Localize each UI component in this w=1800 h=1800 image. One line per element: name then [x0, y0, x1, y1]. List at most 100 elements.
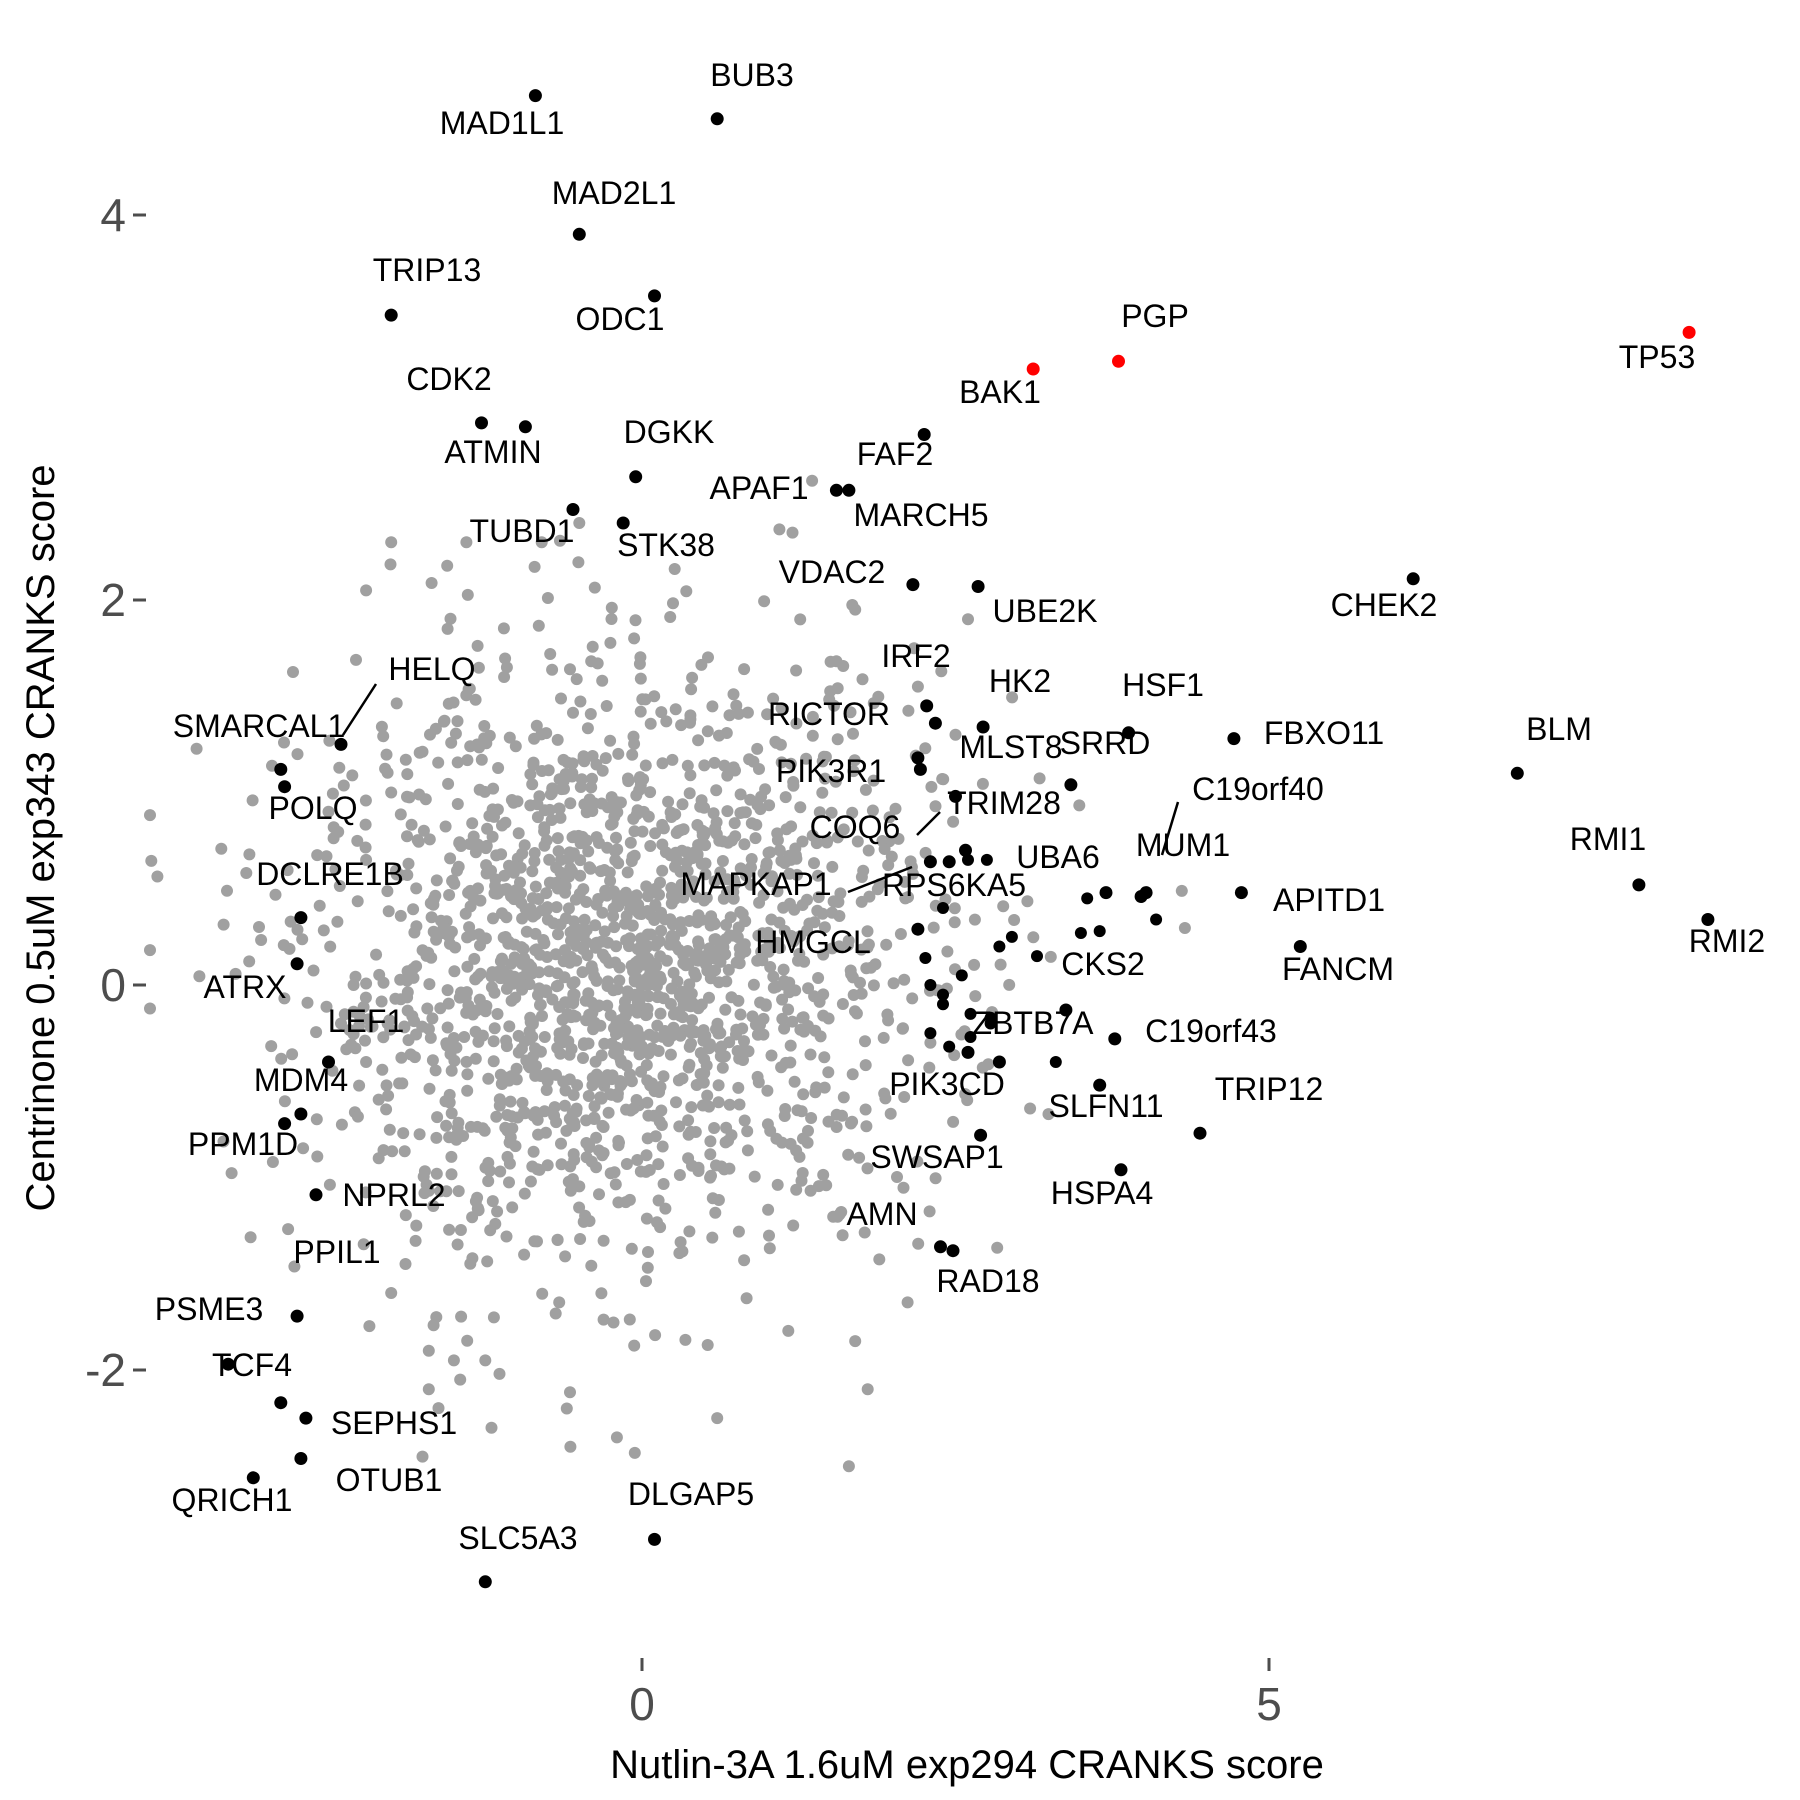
background-point [790, 717, 803, 730]
background-point [877, 1031, 890, 1044]
background-point [518, 1248, 531, 1261]
background-point [656, 757, 669, 770]
background-point [771, 1178, 784, 1191]
background-point [585, 960, 598, 973]
background-point [891, 1171, 903, 1183]
background-point [420, 949, 433, 962]
background-point [545, 814, 558, 826]
background-point [658, 913, 671, 926]
background-point [692, 935, 705, 948]
background-point [505, 1110, 518, 1123]
background-point [709, 822, 722, 835]
background-point [757, 867, 770, 880]
background-point [432, 1402, 445, 1415]
leader-line-mapkap1 [847, 865, 913, 894]
background-point [651, 1216, 663, 1229]
background-point [416, 1020, 429, 1033]
background-point [445, 925, 458, 938]
background-point [486, 1195, 499, 1208]
background-point [552, 845, 565, 858]
background-point [451, 756, 464, 769]
background-points-layer [144, 474, 1191, 1473]
background-point [518, 952, 531, 965]
background-point [551, 882, 564, 895]
background-point [576, 966, 589, 979]
background-point [275, 1052, 288, 1065]
background-point [520, 1054, 533, 1067]
background-point [217, 918, 230, 931]
background-point [598, 925, 611, 938]
background-point [593, 1188, 605, 1201]
background-point [827, 1210, 840, 1223]
background-point [898, 973, 911, 986]
background-point [536, 1287, 549, 1300]
background-point [278, 992, 291, 1005]
background-point [749, 832, 762, 845]
background-point [402, 1034, 415, 1047]
background-point [901, 1296, 914, 1309]
background-point [639, 759, 652, 772]
background-point [410, 920, 423, 933]
background-point [684, 716, 696, 729]
background-point [655, 924, 668, 937]
background-point [833, 910, 846, 922]
background-point [936, 773, 949, 785]
background-point [604, 734, 617, 747]
background-point [542, 764, 555, 777]
background-point [595, 797, 608, 810]
background-point [515, 941, 528, 954]
background-point [611, 983, 624, 996]
background-point [685, 987, 698, 1000]
background-point [871, 883, 884, 896]
background-point [635, 932, 647, 945]
background-point [704, 1148, 717, 1161]
background-point [779, 791, 792, 804]
point-c19orf43 [1108, 1032, 1122, 1046]
label-odc1: ODC1 [576, 301, 665, 337]
background-point [821, 834, 834, 847]
background-point [717, 892, 730, 905]
background-point [585, 1155, 598, 1168]
background-point [421, 1002, 434, 1015]
point-mad1l1 [528, 89, 542, 103]
background-point [604, 636, 617, 649]
background-point [664, 611, 677, 623]
background-point [755, 790, 768, 803]
background-point [780, 823, 793, 836]
background-point [872, 690, 885, 703]
background-point [559, 944, 571, 957]
background-point [887, 977, 900, 990]
background-point [443, 1223, 456, 1236]
background-point [849, 1005, 861, 1018]
point-nprl2 [309, 1188, 323, 1202]
background-point [574, 1233, 587, 1245]
background-point [430, 874, 443, 887]
background-point [837, 1091, 850, 1104]
background-point [538, 821, 551, 834]
background-point [346, 769, 359, 782]
background-point [636, 693, 649, 706]
background-point [860, 962, 873, 975]
background-point [624, 836, 637, 849]
background-point [908, 642, 921, 655]
background-point [333, 761, 346, 774]
background-point [550, 901, 563, 914]
background-point [461, 1084, 474, 1097]
background-point [595, 1049, 608, 1062]
background-point [765, 935, 778, 948]
background-point [550, 980, 563, 993]
background-point [525, 967, 538, 980]
highlighted-points-layer [221, 89, 1715, 1589]
background-point [869, 958, 882, 971]
background-point [657, 1070, 670, 1083]
background-point [524, 768, 537, 781]
background-point [351, 1110, 364, 1123]
background-point [775, 756, 788, 769]
background-point [474, 939, 486, 952]
background-point [1073, 799, 1086, 812]
background-point [604, 874, 617, 887]
background-point [884, 1107, 897, 1120]
background-point [439, 820, 452, 833]
background-point [602, 1106, 615, 1119]
background-point [761, 708, 774, 721]
